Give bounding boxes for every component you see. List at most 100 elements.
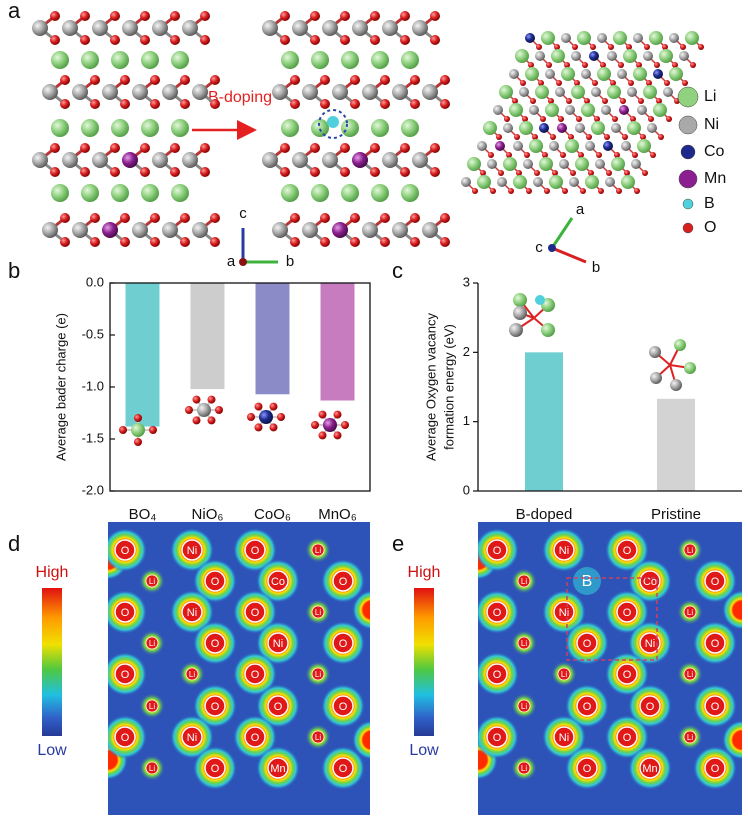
- atom-label: Mn: [270, 763, 285, 775]
- atom-core: [181, 539, 203, 561]
- bar: [125, 283, 160, 427]
- atom: [589, 51, 599, 61]
- atom: [679, 51, 689, 61]
- atom-core: [311, 605, 325, 619]
- atom-label: Li: [315, 733, 321, 742]
- atom: [422, 222, 438, 238]
- atom: [72, 84, 88, 100]
- atom: [550, 134, 556, 140]
- atom: [341, 51, 359, 69]
- atom: [623, 49, 637, 63]
- atom: [670, 379, 682, 391]
- atom: [549, 141, 559, 151]
- atom: [62, 20, 78, 36]
- atom: [280, 35, 290, 45]
- atom-label: Co: [643, 576, 657, 588]
- atom: [170, 35, 180, 45]
- atom-core: [311, 730, 325, 744]
- atom: [627, 121, 641, 135]
- atom: [400, 11, 410, 21]
- atom-core: [517, 761, 531, 775]
- atom: [150, 213, 160, 223]
- atom: [370, 11, 380, 21]
- legend-swatch: [677, 86, 699, 108]
- atom-label: Li: [687, 546, 693, 555]
- atom: [180, 213, 190, 223]
- highlight-box: [566, 577, 658, 661]
- atom: [506, 152, 512, 158]
- atom: [362, 222, 378, 238]
- atom: [680, 44, 686, 50]
- legend-label: Co: [704, 143, 725, 160]
- legend-swatch: [680, 144, 696, 160]
- atom: [557, 123, 567, 133]
- atom: [50, 35, 60, 45]
- atom: [120, 237, 130, 247]
- atom: [200, 167, 210, 177]
- atom: [401, 51, 419, 69]
- atom: [529, 139, 543, 153]
- atom: [247, 413, 255, 421]
- atom: [422, 84, 438, 100]
- atom: [50, 11, 60, 21]
- atom: [560, 152, 566, 158]
- atom: [690, 62, 696, 68]
- atom: [269, 423, 278, 432]
- atom: [487, 159, 497, 169]
- atom-core: [181, 726, 203, 748]
- atom-core: [704, 695, 726, 717]
- atom: [602, 98, 608, 104]
- atom: [628, 80, 634, 86]
- atom: [51, 51, 69, 69]
- bar: [190, 283, 225, 390]
- atom: [568, 134, 574, 140]
- atom: [430, 143, 440, 153]
- atom: [280, 143, 290, 153]
- atom: [341, 184, 359, 202]
- atom: [669, 33, 679, 43]
- atom: [662, 44, 668, 50]
- atom: [504, 116, 510, 122]
- atom: [60, 75, 70, 85]
- atom: [272, 84, 288, 100]
- atom: [545, 103, 559, 117]
- atom: [162, 222, 178, 238]
- atom: [523, 159, 533, 169]
- atom-label: O: [251, 732, 260, 744]
- atom: [60, 237, 70, 247]
- atom: [632, 152, 638, 158]
- atom: [332, 84, 348, 100]
- atom-core: [145, 699, 159, 713]
- atom: [570, 170, 576, 176]
- atom: [152, 20, 168, 36]
- atom: [509, 323, 523, 337]
- legend-label: O: [704, 219, 716, 236]
- atom: [467, 157, 481, 171]
- atom: [684, 362, 696, 374]
- atom: [649, 346, 661, 358]
- atom: [370, 143, 380, 153]
- atom: [621, 175, 635, 189]
- atom: [588, 170, 594, 176]
- x-tick-label: Pristine: [651, 506, 701, 523]
- y-tick-label: 3: [463, 274, 470, 289]
- atom: [539, 157, 553, 171]
- atom: [120, 213, 130, 223]
- atom: [525, 67, 539, 81]
- atom: [614, 152, 620, 158]
- legend-label: Li: [704, 88, 716, 105]
- atom: [380, 213, 390, 223]
- atom: [323, 418, 337, 432]
- doped-site: [327, 116, 339, 128]
- atom: [566, 98, 572, 104]
- atom: [539, 123, 549, 133]
- atom: [200, 35, 210, 45]
- atom: [333, 410, 342, 419]
- atom-label: O: [251, 669, 260, 681]
- atom: [559, 159, 569, 169]
- atom: [51, 184, 69, 202]
- atom-core: [553, 539, 575, 561]
- atom-core: [639, 695, 661, 717]
- atom-label: O: [711, 576, 720, 588]
- atom: [590, 44, 596, 50]
